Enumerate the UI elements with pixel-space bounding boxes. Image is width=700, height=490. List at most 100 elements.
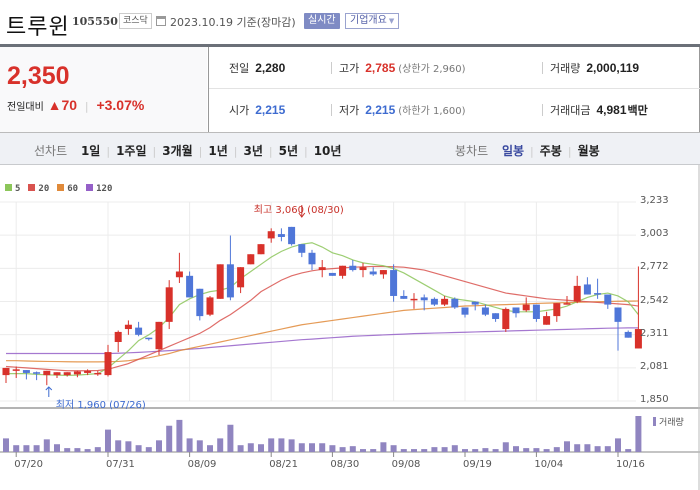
divider: | bbox=[268, 145, 273, 158]
stat-label: 시가 bbox=[229, 104, 250, 117]
low-stat: 저가 2,215 (하한가 1,600) bbox=[339, 102, 466, 118]
volume-stat: 거래량 2,000,119 bbox=[550, 60, 639, 76]
volume-legend-label: 거래량 bbox=[659, 418, 684, 428]
low-annotation: 최저 1,960 (07/26) bbox=[55, 400, 146, 411]
candle-period-option[interactable]: 월봉 bbox=[577, 144, 600, 158]
market-badge: 코스닥 bbox=[119, 13, 152, 29]
x-tick-label: 08/30 bbox=[330, 459, 360, 470]
moving-average-legend: 5 20 60 120 bbox=[5, 184, 120, 194]
stock-code: 105550 bbox=[72, 15, 118, 28]
stats-row: 전일 2,280 고가 2,785 (상한가 2,960) 거래량 2,000,119 bbox=[209, 47, 700, 89]
divider bbox=[331, 104, 332, 116]
change-label: 전일대비 bbox=[7, 102, 44, 113]
y-tick-label: 3,003 bbox=[640, 228, 669, 240]
date-basis: 2023.10.19 기준(장마감) bbox=[170, 16, 296, 29]
stats-row: 시가 2,215 저가 2,215 (하한가 1,600) 거래대금 4,981백만 bbox=[209, 89, 700, 131]
stat-value: 2,000,119 bbox=[586, 61, 640, 75]
high-stat: 고가 2,785 (상한가 2,960) bbox=[339, 60, 466, 76]
stat-label: 거래대금 bbox=[550, 104, 591, 117]
ma-legend-item: 5 bbox=[5, 184, 20, 194]
legend-swatch bbox=[57, 184, 65, 191]
stat-value: 4,981 bbox=[596, 103, 627, 117]
line-chart-label: 선차트 bbox=[34, 144, 68, 158]
high-annotation: 최고 3,060 (08/30) bbox=[253, 205, 344, 216]
divider bbox=[542, 62, 543, 74]
y-tick-label: 3,233 bbox=[640, 195, 669, 206]
up-arrow-icon: ▲ bbox=[47, 97, 62, 113]
change-value: 70 bbox=[61, 97, 78, 113]
stat-label: 고가 bbox=[339, 62, 360, 75]
y-tick-label: 2,081 bbox=[640, 360, 669, 372]
stat-label: 전일 bbox=[229, 62, 250, 75]
open-stat: 시가 2,215 bbox=[229, 102, 285, 118]
legend-swatch bbox=[5, 184, 12, 191]
divider: | bbox=[530, 145, 534, 158]
stock-chart[interactable]: 5 20 60 120 3,233 3,003 2,772 2,542 2,311 2,081 1… bbox=[0, 165, 700, 490]
price-stats-panel: 전일 2,280 고가 2,785 (상한가 2,960) 거래량 2,000,119 … bbox=[208, 47, 700, 132]
amount-stat: 거래대금 4,981백만 bbox=[550, 102, 648, 118]
y-tick-label: 2,772 bbox=[640, 261, 669, 273]
stat-label: 거래량 bbox=[550, 62, 581, 75]
upper-limit: (상한가 2,960) bbox=[398, 64, 466, 75]
candle-chart-label: 봉차트 bbox=[455, 144, 489, 158]
x-tick-label: 10/16 bbox=[616, 459, 645, 470]
candle-chart-options: 봉차트 일봉 | 주봉 | 월봉 bbox=[455, 142, 600, 159]
line-period-option[interactable]: 1주일 bbox=[116, 144, 147, 158]
stock-name: 트루윈 bbox=[6, 15, 70, 40]
x-tick-label: 08/21 bbox=[269, 459, 299, 470]
stat-label: 저가 bbox=[339, 104, 360, 117]
prev-close-stat: 전일 2,280 bbox=[229, 60, 285, 76]
price-panel: 2,350 전일대비 ▲70 | +3.07% bbox=[0, 47, 207, 132]
line-period-option[interactable]: 5년 bbox=[278, 144, 298, 158]
candle-period-option[interactable]: 일봉 bbox=[501, 144, 525, 158]
legend-swatch bbox=[86, 184, 94, 191]
x-tick-label: 10/04 bbox=[534, 459, 564, 470]
y-tick-label: 2,311 bbox=[640, 327, 669, 339]
company-info-dropdown[interactable]: 기업개요 ▼ bbox=[345, 13, 400, 29]
stat-value: 2,215 bbox=[255, 103, 286, 117]
divider: | bbox=[152, 145, 157, 158]
price-change-row: 전일대비 ▲70 | +3.07% bbox=[7, 97, 144, 113]
line-period-option[interactable]: 1년 bbox=[208, 144, 228, 158]
line-chart-options: 선차트 1일 | 1주일 | 3개월 | 1년 | 3년 | 5년 | 10년 bbox=[34, 142, 341, 159]
stat-value: 2,785 bbox=[365, 61, 396, 75]
line-period-option[interactable]: 10년 bbox=[313, 144, 342, 158]
x-tick-label: 07/20 bbox=[14, 459, 44, 470]
header-divider bbox=[0, 44, 700, 47]
stock-title-row: 트루윈 105550 코스닥 2023.10.19 기준(장마감) 실시간 기업… bbox=[0, 0, 700, 40]
divider: | bbox=[303, 145, 308, 158]
y-tick-label: 2,542 bbox=[640, 294, 669, 306]
x-tick-label: 09/08 bbox=[391, 459, 421, 470]
y-tick-label: 1,850 bbox=[640, 394, 669, 405]
divider: | bbox=[198, 145, 203, 158]
candlestick-chart-canvas[interactable] bbox=[0, 165, 700, 490]
x-tick-label: 07/31 bbox=[106, 459, 135, 470]
stat-value: 2,215 bbox=[365, 103, 396, 117]
lower-limit: (하한가 1,600) bbox=[398, 106, 466, 117]
current-price: 2,350 bbox=[7, 62, 70, 90]
company-info-label: 기업개요 bbox=[350, 15, 387, 26]
divider bbox=[542, 104, 543, 116]
stat-unit: 백만 bbox=[627, 104, 648, 117]
ma-legend-item: 60 bbox=[57, 184, 78, 194]
divider: | bbox=[567, 145, 572, 158]
divider: | bbox=[106, 145, 111, 158]
chevron-down-icon: ▼ bbox=[388, 17, 395, 25]
line-period-option[interactable]: 3년 bbox=[243, 144, 263, 158]
chart-period-bar: 선차트 1일 | 1주일 | 3개월 | 1년 | 3년 | 5년 | 10년 봉차트 일봉 | 주봉 | 월봉 bbox=[0, 132, 700, 165]
legend-swatch bbox=[28, 184, 36, 191]
ma-legend-item: 120 bbox=[86, 184, 112, 194]
ma-legend-item: 20 bbox=[28, 184, 49, 194]
volume-legend: 거래량 bbox=[653, 415, 684, 428]
realtime-button[interactable]: 실시간 bbox=[304, 13, 340, 29]
divider: | bbox=[233, 145, 238, 158]
change-percent: +3.07% bbox=[96, 97, 145, 113]
stat-value: 2,280 bbox=[255, 61, 286, 75]
divider: | bbox=[84, 100, 89, 113]
x-tick-label: 09/19 bbox=[463, 459, 492, 470]
calendar-icon bbox=[156, 16, 166, 26]
line-period-option[interactable]: 3개월 bbox=[162, 144, 193, 158]
line-period-option[interactable]: 1일 bbox=[80, 144, 101, 158]
candle-period-option[interactable]: 주봉 bbox=[539, 144, 562, 158]
volume-swatch bbox=[653, 417, 656, 426]
